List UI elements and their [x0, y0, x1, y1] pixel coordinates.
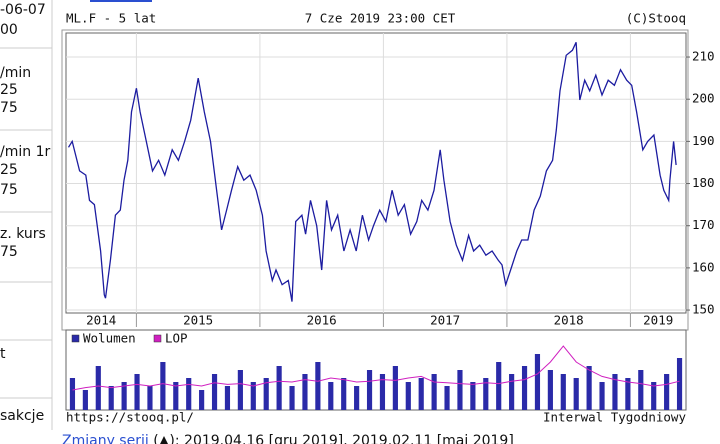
- volume-bar: [95, 366, 101, 410]
- volume-bar: [599, 382, 605, 410]
- lop-line: [72, 345, 680, 391]
- y-tick-label: 200: [692, 91, 715, 106]
- volume-bar: [664, 374, 670, 410]
- chart-subtitle: 7 Cze 2019 23:00 CET: [305, 11, 456, 26]
- sidebar-text: 25: [0, 162, 18, 178]
- volume-bar: [237, 370, 243, 410]
- volume-bar: [108, 386, 114, 410]
- volume-bar: [483, 378, 489, 410]
- volume-bar: [547, 370, 553, 410]
- cut-link[interactable]: [90, 0, 152, 2]
- volume-bar: [509, 374, 515, 410]
- volume-bar: [534, 354, 541, 410]
- volume-bar: [186, 378, 192, 410]
- volume-bar: [134, 374, 140, 410]
- volume-bar: [651, 382, 657, 410]
- volume-bar: [289, 386, 295, 410]
- sidebar-text: t: [0, 346, 6, 362]
- sidebar-text: z. kurs: [0, 226, 46, 242]
- plot-area: [65, 32, 687, 314]
- y-tick-label: 150: [692, 302, 715, 317]
- footer-link[interactable]: Zmiany serii: [62, 433, 149, 444]
- volume-bar: [560, 374, 566, 410]
- volume-bar: [276, 366, 282, 410]
- footer: Zmiany serii (▲): 2019.04.16 [gru 2019],…: [62, 433, 514, 444]
- volume-bar: [211, 374, 218, 410]
- sidebar-separators: [0, 47, 52, 399]
- source-url: https://stooq.pl/: [66, 410, 194, 425]
- volume-bar: [82, 390, 88, 410]
- volume-bar: [302, 374, 308, 410]
- sidebar-text: 00: [0, 22, 18, 38]
- sidebar-text: 75: [0, 244, 18, 260]
- x-tick-label: 2018: [554, 313, 584, 328]
- volume-bar: [173, 382, 179, 410]
- volume-bar: [224, 386, 231, 410]
- volume-bar: [612, 374, 618, 410]
- sidebar-text: 75: [0, 100, 18, 116]
- y-tick-label: 180: [692, 175, 715, 190]
- legend-marker: [153, 334, 162, 343]
- volume-bar: [573, 378, 579, 410]
- volume-bar: [328, 382, 334, 410]
- x-tick-label: 2016: [307, 313, 337, 328]
- volume-bar: [379, 374, 386, 410]
- legend-marker: [71, 334, 80, 343]
- sidebar-text: sakcje: [0, 408, 44, 424]
- x-tick-label: 2017: [430, 313, 460, 328]
- sidebar-text: 25: [0, 82, 18, 98]
- volume-bar: [521, 366, 528, 410]
- volume-bar: [625, 378, 631, 410]
- y-tick-label: 190: [692, 133, 715, 148]
- volume-bar: [444, 386, 450, 410]
- volume-bar: [315, 362, 321, 410]
- volume-bar: [341, 378, 347, 410]
- volume-bar: [431, 374, 437, 410]
- volume-bar: [199, 390, 205, 410]
- volume-bar: [496, 362, 502, 410]
- volume-bar: [354, 386, 360, 410]
- y-tick-label: 160: [692, 259, 715, 274]
- x-tick-label: 2019: [643, 313, 673, 328]
- legend-label: LOP: [165, 331, 188, 346]
- volume-bar: [121, 382, 127, 410]
- sidebar-text: -06-07: [0, 2, 46, 18]
- volume-bar: [147, 386, 153, 410]
- volume-bar: [250, 382, 256, 410]
- footer-text: (▲): 2019.04.16 [gru 2019], 2019.02.11 […: [149, 433, 514, 444]
- volume-bar: [69, 378, 76, 410]
- y-tick-label: 170: [692, 217, 715, 232]
- volume-bar: [392, 366, 398, 410]
- volume-bar: [405, 382, 411, 410]
- y-tick-label: 210: [692, 49, 715, 64]
- volume-bar: [638, 370, 644, 410]
- volume-bar: [418, 378, 424, 410]
- volume-area: [65, 329, 687, 411]
- volume-bar: [470, 382, 476, 410]
- sidebar-text: /min 1r: [0, 144, 50, 160]
- volume-bar: [366, 370, 373, 410]
- x-tick-label: 2014: [86, 313, 116, 328]
- volume-bar: [160, 362, 166, 410]
- sidebar-text: /min: [0, 65, 31, 81]
- chart-title: ML.F - 5 lat: [66, 11, 156, 26]
- volume-bar: [263, 378, 269, 410]
- volume-bar: [457, 370, 463, 410]
- chart-source: (C)Stooq: [626, 11, 686, 26]
- legend-label: Wolumen: [83, 331, 136, 346]
- volume-bar: [676, 358, 683, 410]
- price-line: [67, 42, 677, 302]
- volume-bar: [586, 366, 592, 410]
- x-tick-label: 2015: [183, 313, 213, 328]
- interval-label: Interwal Tygodniowy: [543, 410, 686, 425]
- sidebar-text: 75: [0, 182, 18, 198]
